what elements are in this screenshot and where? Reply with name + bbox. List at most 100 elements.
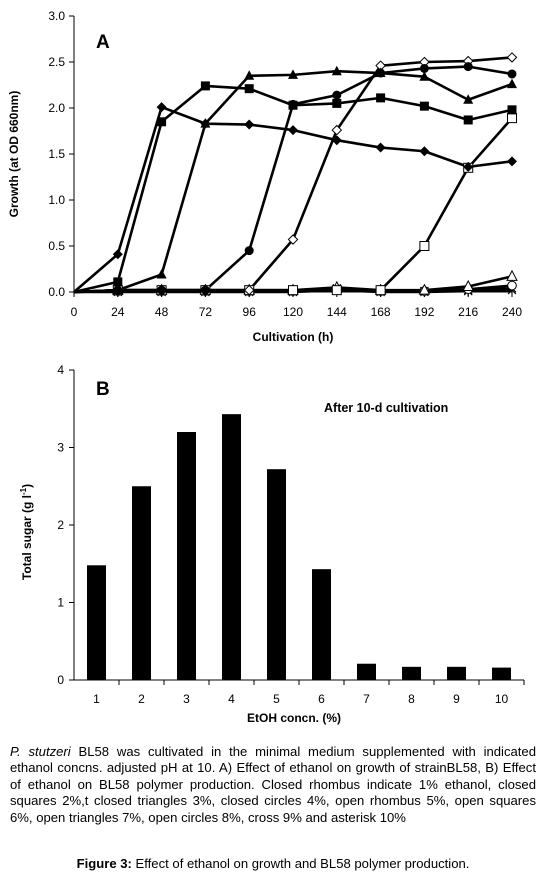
bar	[87, 565, 106, 680]
data-point-open-rhombus	[331, 124, 343, 136]
y-axis-title-sup: -1	[19, 487, 28, 495]
data-point-closed-square	[507, 105, 517, 115]
figure: 0.00.51.01.52.02.53.0 0 24 48 72 96 120 144 168…	[7, 9, 525, 725]
data-point-closed-circle	[507, 69, 517, 79]
data-point-closed-rhombus	[244, 119, 255, 130]
bar	[492, 667, 511, 680]
y-tick-label: 0	[57, 673, 64, 687]
y-tick-label: 1.0	[48, 193, 65, 207]
data-point-closed-triangle	[331, 65, 342, 76]
data-point-closed-rhombus	[200, 118, 211, 129]
x-tick-label: 192	[414, 305, 434, 319]
data-point-closed-rhombus	[507, 156, 517, 167]
data-point-closed-circle	[244, 246, 254, 256]
data-point-closed-circle	[332, 90, 342, 100]
data-point-open-square	[507, 113, 517, 124]
x-tick-label: 48	[155, 305, 169, 319]
x-tick-label: 0	[71, 305, 78, 319]
y-tick-label: 3	[57, 441, 64, 455]
data-point-open-rhombus	[506, 52, 518, 63]
x-tick-label: 10	[495, 692, 509, 706]
panel-label-b: B	[96, 379, 110, 400]
figure-label: Figure 3:	[76, 856, 132, 871]
data-point-closed-square	[332, 98, 342, 108]
y-axis-title: Growth (at OD 660nm)	[7, 91, 21, 218]
bar	[222, 414, 241, 680]
data-point-open-square	[419, 241, 430, 251]
data-point-closed-square	[157, 117, 167, 127]
data-point-closed-rhombus	[156, 102, 167, 113]
y-tick-label: 0.5	[48, 239, 65, 253]
data-point-closed-triangle	[507, 78, 517, 89]
y-tick-label: 2.5	[48, 55, 65, 69]
figure-title: Figure 3: Effect of ethanol on growth an…	[10, 856, 536, 872]
chart-annotation: After 10-d cultivation	[324, 401, 448, 415]
series-line	[73, 56, 513, 294]
figure-title-text: Effect of ethanol on growth and BL58 pol…	[131, 856, 470, 871]
data-point-closed-rhombus	[463, 161, 474, 172]
bar	[402, 666, 421, 680]
x-tick-label: 9	[453, 692, 460, 706]
bar	[132, 486, 151, 680]
data-point-open-triangle	[418, 283, 431, 295]
data-point-open-square	[331, 285, 342, 296]
y-tick-label: 1	[57, 596, 64, 610]
data-point-closed-circle	[157, 285, 167, 295]
data-point-closed-rhombus	[375, 142, 386, 153]
panel-label-a: A	[96, 32, 110, 53]
data-point-closed-square	[419, 101, 429, 111]
data-point-closed-square	[463, 115, 473, 125]
x-tick-label: 5	[273, 692, 280, 706]
data-point-closed-square	[376, 93, 386, 103]
data-point-closed-rhombus	[288, 125, 298, 136]
data-point-closed-rhombus	[419, 146, 430, 157]
data-point-closed-triangle	[288, 69, 298, 79]
bar	[357, 663, 376, 680]
x-tick-label: 6	[318, 692, 325, 706]
x-tick-label: 1	[93, 692, 100, 706]
bar	[267, 469, 286, 680]
x-tick-label: 3	[183, 692, 190, 706]
data-point-closed-triangle	[463, 94, 474, 104]
bar	[447, 666, 466, 680]
x-axis-title: Cultivation (h)	[253, 330, 334, 344]
series-line	[73, 84, 513, 294]
data-point-open-triangle	[462, 279, 475, 291]
y-axis-title-main: Total sugar (g l	[20, 495, 34, 580]
x-tick-label: 24	[111, 305, 125, 319]
growth-chart: 0.0 0.5 1.0 1.5 2.0 2.5 3.0 0 24 48 72 96 120 144 168…	[7, 9, 522, 344]
data-point-open-rhombus	[243, 284, 255, 296]
x-tick-label: 216	[458, 305, 478, 319]
data-point-closed-circle	[419, 63, 429, 73]
y-axis-title: Total sugar (g l-1)	[19, 484, 34, 580]
y-tick-label: 1.5	[48, 147, 65, 161]
bar	[177, 432, 196, 680]
x-tick-label: 168	[371, 305, 391, 319]
x-tick-label: 8	[408, 692, 415, 706]
x-tick-label: 240	[502, 305, 522, 319]
x-tick-label: 96	[243, 305, 257, 319]
data-point-closed-circle	[200, 285, 210, 295]
y-tick-label: 3.0	[48, 9, 65, 23]
x-tick-label: 120	[283, 305, 303, 319]
data-point-open-triangle	[506, 269, 518, 281]
data-point-closed-triangle	[156, 269, 167, 279]
y-tick-label: 0.0	[48, 285, 65, 299]
caption-body-text: BL58 was cultivated in the minimal mediu…	[10, 744, 536, 825]
data-point-closed-triangle	[375, 67, 386, 78]
data-point-open-square	[288, 285, 298, 296]
caption-species: P. stutzeri	[10, 744, 71, 759]
x-axis-title: EtOH concn. (%)	[247, 711, 341, 725]
data-point-closed-triangle	[112, 284, 123, 295]
data-point-closed-square	[244, 84, 254, 94]
x-tick-label: 4	[228, 692, 235, 706]
y-tick-label: 4	[57, 363, 64, 377]
data-point-open-rhombus	[287, 234, 299, 245]
x-tick-label: 2	[138, 692, 145, 706]
x-tick-label: 144	[327, 305, 347, 319]
data-point-closed-circle	[463, 62, 473, 72]
y-tick-label: 2.0	[48, 101, 65, 115]
data-point-closed-rhombus	[331, 135, 342, 146]
data-point-closed-triangle	[244, 70, 255, 80]
data-point-closed-square	[113, 277, 123, 287]
